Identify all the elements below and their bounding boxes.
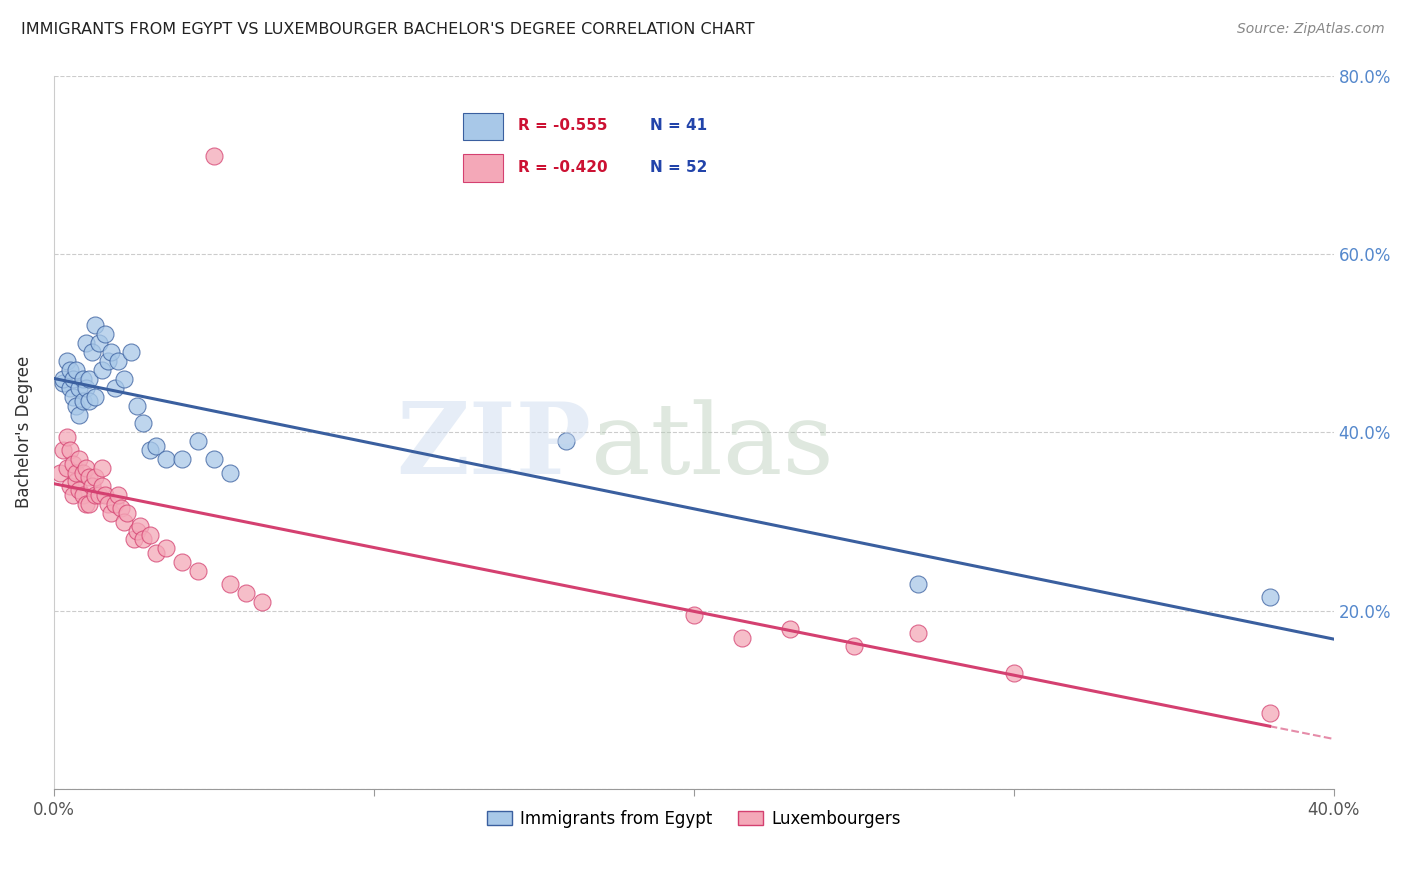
Point [62, 457, 84, 471]
Point [72, 372, 94, 386]
Point [842, 640, 865, 654]
Point [112, 372, 135, 386]
Point [107, 488, 129, 502]
Point [67, 381, 90, 395]
Point [67, 452, 90, 467]
Point [132, 533, 155, 547]
Point [117, 506, 139, 520]
Point [75, 461, 97, 475]
Y-axis label: Bachelor's Degree: Bachelor's Degree [15, 356, 32, 508]
Point [77, 470, 100, 484]
Point [84, 390, 107, 404]
Point [202, 149, 225, 163]
Point [145, 439, 167, 453]
Point [250, 595, 273, 609]
Point [52, 443, 75, 458]
Point [59, 479, 82, 493]
Point [125, 524, 148, 538]
Point [1258, 706, 1281, 721]
Point [129, 519, 152, 533]
Point [82, 345, 104, 359]
Text: atlas: atlas [592, 399, 834, 494]
Point [779, 622, 801, 636]
Point [90, 479, 112, 493]
Point [62, 390, 84, 404]
Point [218, 466, 240, 480]
Point [65, 363, 87, 377]
Point [65, 466, 87, 480]
Point [75, 336, 97, 351]
Point [59, 381, 82, 395]
Point [1002, 666, 1025, 681]
Point [104, 497, 127, 511]
Point [87, 488, 110, 502]
Point [170, 452, 193, 467]
Text: IMMIGRANTS FROM EGYPT VS LUXEMBOURGER BACHELOR'S DEGREE CORRELATION CHART: IMMIGRANTS FROM EGYPT VS LUXEMBOURGER BA… [21, 22, 755, 37]
Point [94, 327, 117, 342]
Point [112, 515, 135, 529]
Point [65, 475, 87, 489]
Point [72, 394, 94, 409]
Point [125, 399, 148, 413]
Point [187, 564, 209, 578]
Point [97, 497, 120, 511]
Point [62, 372, 84, 386]
Point [554, 434, 576, 449]
Point [67, 483, 90, 498]
Point [75, 381, 97, 395]
Point [187, 434, 209, 449]
Point [87, 336, 110, 351]
Point [100, 506, 122, 520]
Point [731, 631, 754, 645]
Point [55, 430, 77, 444]
Point [132, 417, 155, 431]
Point [77, 394, 100, 409]
Point [155, 452, 177, 467]
Point [84, 470, 107, 484]
Point [84, 318, 107, 333]
Point [55, 354, 77, 368]
Point [1258, 591, 1281, 605]
Point [139, 528, 162, 542]
Point [52, 376, 75, 391]
Point [59, 363, 82, 377]
Point [907, 626, 929, 640]
Point [682, 608, 704, 623]
Point [72, 488, 94, 502]
Point [62, 488, 84, 502]
Point [100, 345, 122, 359]
Point [75, 497, 97, 511]
Point [59, 443, 82, 458]
Point [104, 381, 127, 395]
Point [155, 541, 177, 556]
Point [77, 497, 100, 511]
Point [202, 452, 225, 467]
Point [72, 466, 94, 480]
Point [84, 488, 107, 502]
Point [52, 372, 75, 386]
Point [145, 546, 167, 560]
Point [122, 533, 145, 547]
Point [97, 354, 120, 368]
Point [218, 577, 240, 591]
Legend: Immigrants from Egypt, Luxembourgers: Immigrants from Egypt, Luxembourgers [481, 803, 907, 834]
Point [82, 479, 104, 493]
Point [170, 555, 193, 569]
Text: Source: ZipAtlas.com: Source: ZipAtlas.com [1237, 22, 1385, 37]
Point [107, 354, 129, 368]
Text: ZIP: ZIP [396, 398, 592, 495]
Point [55, 461, 77, 475]
Point [90, 461, 112, 475]
Point [90, 363, 112, 377]
Point [235, 586, 257, 600]
Point [65, 399, 87, 413]
Point [110, 501, 132, 516]
Point [49, 466, 72, 480]
Point [77, 372, 100, 386]
Point [120, 345, 142, 359]
Point [67, 408, 90, 422]
Point [139, 443, 162, 458]
Point [907, 577, 929, 591]
Point [94, 488, 117, 502]
